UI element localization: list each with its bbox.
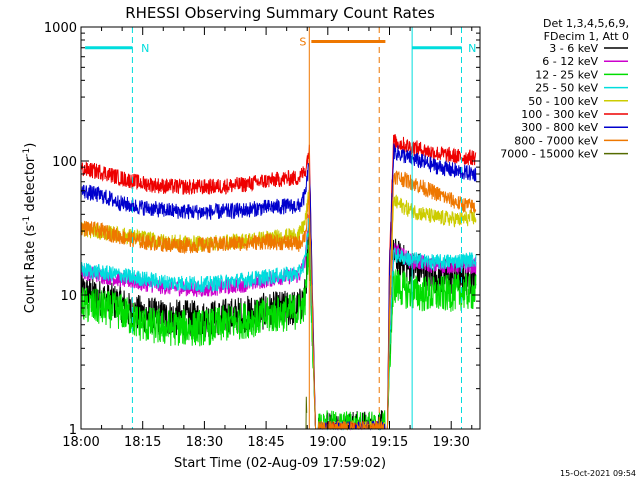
chart-title: RHESSI Observing Summary Count Rates [125,4,435,22]
series-line-8 [305,396,308,430]
y-tick-label-2: 100 [52,155,77,170]
series-line-3 [80,217,477,431]
legend-header-line-1: Det 1,3,4,5,6,9, [543,17,629,30]
legend-label-6: 300 - 800 keV [521,121,598,134]
series-line-7 [80,170,477,431]
series-line-0 [80,224,477,431]
legend-header-line-2: FDecim 1, Att 0 [544,30,629,43]
y-tick-label-1: 10 [60,289,77,304]
y-tick-label-3: 1000 [44,21,77,36]
x-tick-label-6: 19:30 [432,435,469,450]
x-axis-label: Start Time (02-Aug-09 17:59:02) [174,456,386,471]
legend-label-5: 100 - 300 keV [521,108,598,121]
timestamp: 15-Oct-2021 09:54 [560,469,636,478]
x-tick-label-1: 18:15 [124,435,161,450]
x-tick-label-4: 19:00 [309,435,346,450]
x-tick-label-3: 18:45 [247,435,284,450]
y-axis-label: Count Rate (s-1 detector-1) [22,143,38,314]
legend-label-4: 50 - 100 keV [528,95,598,108]
flag-label-0: N [141,42,149,55]
series-line-6 [80,143,477,431]
series-line-5 [80,134,477,430]
series-line-2 [80,232,477,431]
legend-label-0: 3 - 6 keV [549,42,598,55]
legend-label-7: 800 - 7000 keV [514,134,598,147]
x-tick-label-2: 18:30 [186,435,223,450]
plot-frame [80,26,481,430]
x-tick-label-0: 18:00 [62,435,99,450]
legend: Det 1,3,4,5,6,9, FDecim 1, Att 0 3 - 6 k… [500,17,629,161]
legend-label-2: 12 - 25 keV [535,68,598,81]
legend-label-1: 6 - 12 keV [542,55,598,68]
flag-label-1: N [468,42,476,55]
legend-label-3: 25 - 50 keV [535,82,598,95]
flag-label-2: S [299,35,306,48]
y-tick-label-0: 1 [69,423,77,438]
legend-label-8: 7000 - 15000 keV [500,148,598,161]
x-tick-label-5: 19:15 [371,435,408,450]
